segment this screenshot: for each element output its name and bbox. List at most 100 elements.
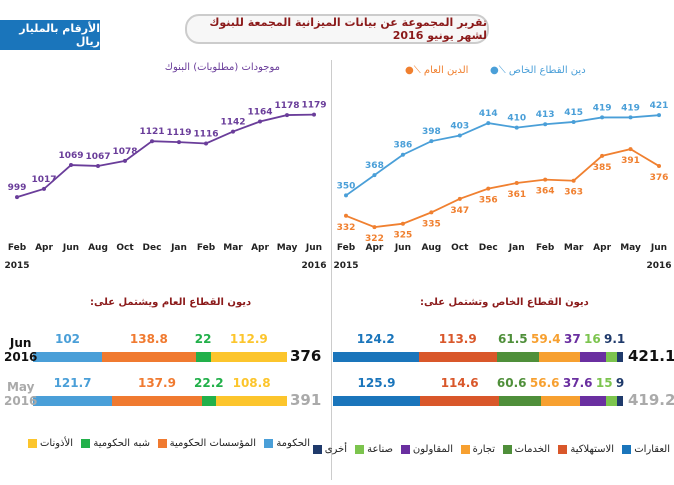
legend-label: الحكومة	[276, 438, 310, 449]
data-point	[344, 213, 348, 218]
units-badge: الأرقام بالمليار ريال	[0, 20, 100, 50]
data-point	[457, 196, 462, 201]
data-label: 1164	[247, 108, 272, 118]
legend-item: الاستهلاكية	[558, 444, 614, 455]
legend-item: أخرى	[312, 444, 347, 455]
data-point	[571, 178, 576, 183]
legend-label: أخرى	[324, 444, 347, 455]
bar-value-label: 124.2	[356, 332, 395, 346]
bar-value-label: 113.9	[438, 332, 477, 346]
bar-segment	[101, 352, 196, 362]
legend-public-debt: الدين العام ⟋●	[405, 65, 468, 76]
data-label: 1179	[301, 101, 326, 111]
x-tick-label: Apr	[251, 243, 269, 253]
bar-segment	[539, 352, 581, 362]
data-point	[628, 147, 633, 152]
data-label: 419	[593, 103, 612, 113]
data-point	[285, 113, 289, 118]
year-label: 2015	[4, 261, 29, 271]
data-label: 391	[621, 156, 640, 166]
bar-value-label: 137.9	[137, 376, 176, 390]
bar-segment	[112, 396, 202, 406]
legend-swatch	[355, 445, 365, 454]
legend-label: المقاولون	[412, 444, 453, 455]
legend-label: العقارات	[634, 444, 670, 455]
bar-row-label: May 2016	[4, 380, 38, 408]
legend-swatch	[622, 445, 632, 454]
data-label: 1069	[58, 151, 83, 161]
data-label: 1116	[193, 130, 218, 140]
data-label: 356	[479, 196, 498, 206]
data-point	[571, 119, 576, 124]
legend-label: المؤسسات الحكومية	[169, 438, 256, 449]
assets-chart-title: موجودات (مطلوبات) البنوك	[164, 62, 280, 73]
data-label: 322	[365, 234, 384, 244]
bar-value-label: 108.8	[232, 376, 271, 390]
legend-label: الأذونات	[39, 438, 73, 449]
data-point	[69, 163, 73, 168]
data-point	[96, 163, 100, 168]
data-point	[150, 139, 154, 144]
bar-value-label: 37	[564, 332, 581, 346]
data-label: 376	[650, 173, 669, 183]
data-point	[400, 221, 405, 226]
bar-value-label: 15	[595, 376, 613, 390]
x-tick-label: Oct	[116, 243, 134, 253]
legend-swatch	[157, 439, 167, 448]
legend-swatch	[264, 439, 274, 448]
legend-private-debt-label: دين القطاع الخاص	[508, 65, 586, 76]
data-label: 1178	[274, 101, 299, 111]
x-tick-label: May	[620, 243, 641, 253]
legend-item: صناعة	[355, 444, 393, 455]
data-point	[429, 139, 434, 144]
data-point	[657, 164, 661, 169]
legend-label: تجارة	[472, 444, 495, 455]
legend-swatch	[400, 445, 410, 454]
data-label: 350	[337, 181, 356, 191]
data-label: 1078	[112, 147, 137, 157]
legend-item: المؤسسات الحكومية	[157, 438, 256, 449]
data-point	[486, 186, 491, 191]
year-label: 2016	[646, 261, 671, 271]
bar-segment	[541, 396, 581, 406]
legend-item: الأذونات	[27, 438, 73, 449]
line-charts: Feb Apr Jun Aug Oct Dec Jan Feb Mar Apr May Jun 2015…	[4, 101, 671, 271]
data-point	[543, 122, 548, 127]
data-point	[123, 158, 127, 163]
bar-value-label: 22	[194, 332, 212, 346]
data-point	[429, 210, 434, 215]
data-label: 332	[337, 223, 356, 233]
bar-segment	[580, 352, 606, 362]
data-label: 335	[422, 219, 441, 229]
legend-swatch	[312, 445, 322, 454]
data-point	[657, 113, 661, 118]
data-label: 1067	[85, 152, 110, 162]
line-marker-icon: ⟋●	[405, 65, 421, 76]
bar-value-label: 16	[584, 332, 601, 346]
bar-segment	[195, 352, 211, 362]
bar-value-label: 9	[615, 376, 625, 390]
bar-value-label: 125.9	[357, 376, 396, 390]
x-tick-label: Aug	[421, 243, 441, 253]
debt-series-line	[345, 114, 660, 197]
bar-segment	[496, 352, 540, 362]
x-tick-label: Feb	[337, 243, 356, 253]
x-tick-label: Jun	[62, 243, 79, 253]
year-label: 2016	[301, 261, 326, 271]
data-point	[258, 119, 262, 124]
bar-total: 419.2	[628, 391, 674, 409]
bar-segment	[33, 396, 113, 406]
page-title: تقرير المجموعة عن بيانات الميزانية المجم…	[185, 14, 489, 44]
data-point	[15, 195, 19, 200]
assets-series-line	[16, 113, 315, 198]
data-point	[177, 140, 181, 145]
bar-segment	[216, 396, 287, 406]
legend-item: المقاولون	[400, 444, 453, 455]
legend-swatch	[81, 439, 91, 448]
data-label: 419	[621, 103, 640, 113]
bar-segment	[616, 396, 623, 406]
data-point	[486, 121, 491, 126]
data-label: 1121	[139, 127, 164, 137]
bar-segment	[580, 396, 607, 406]
x-tick-label: Feb	[8, 243, 27, 253]
